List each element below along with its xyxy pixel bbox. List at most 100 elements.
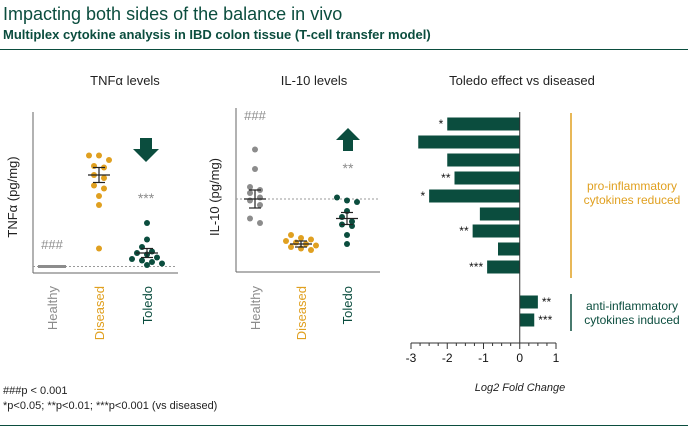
fold-change-bar [454,171,520,185]
pro-inflammatory-label-line2: cytokines reduced [584,193,681,207]
il10-point-diseased [308,236,314,243]
fold-change-bar [418,135,520,149]
tnf-point-diseased [96,245,102,252]
up-arrow-icon [336,128,360,151]
fold-change-significance: * [420,189,425,203]
down-arrow-icon [133,138,159,162]
fold-change-significance: ** [542,295,552,309]
page-title: Impacting both sides of the balance in v… [3,4,343,24]
il10-x-tick-labels: Healthy Diseased Toledo [248,286,355,341]
il10-point-toledo [344,232,350,238]
tnf-point-toledo [144,262,150,268]
tnf-point-diseased [106,157,112,163]
fold-change-significance: ** [441,171,451,185]
fold-change-bars-layer: ************** [418,117,553,327]
tnf-point-toledo [149,248,155,255]
tnf-x-label-diseased: Diseased [92,286,107,340]
tnf-y-axis-label: TNFα (pg/mg) [5,156,20,237]
il10-point-healthy [247,215,253,222]
tnf-point-diseased [96,202,102,208]
il10-point-healthy [257,202,263,208]
il10-point-toledo [334,194,340,201]
il10-point-toledo [354,199,360,205]
il10-point-toledo [344,241,350,247]
tnf-point-toledo [154,254,160,261]
fold-change-bar [479,207,520,221]
il10-point-diseased [298,235,304,241]
fold-change-significance: *** [469,260,483,274]
fold-change-bar [447,117,520,131]
il10-point-healthy [252,166,258,172]
il10-point-healthy [252,146,258,153]
footer-divider [0,425,688,426]
il10-point-healthy [257,220,263,226]
il10-point-diseased [288,244,294,250]
fold-change-tick-label: -3 [406,351,417,365]
tnf-point-toledo [149,259,155,265]
fold-change-bar [472,224,520,238]
il10-chart: IL-10 levels IL-10 (pg/mg) ### ** Health… [207,73,380,340]
anti-inflammatory-label-line1: anti-inflammatory [586,299,678,313]
il10-point-healthy [257,194,263,201]
tnf-point-toledo [129,256,135,262]
fold-change-ticks-layer: -3 -2 -1 0 1 [406,112,560,365]
tnf-points-layer [38,152,165,268]
page-subtitle: Multiplex cytokine analysis in IBD colon… [3,27,431,42]
fold-change-x-axis-label: Log2 Fold Change [475,382,566,394]
fold-change-significance: *** [538,313,552,327]
fold-change-chart-title: Toledo effect vs diseased [449,73,595,88]
anti-inflammatory-label-line2: cytokines induced [584,313,679,327]
footnote-stars: *p<0.05; **p<0.01; ***p<0.001 (vs diseas… [3,400,218,412]
tnf-point-toledo [144,236,150,243]
il10-point-healthy [247,190,253,196]
tnf-chart: TNFα levels TNFα (pg/mg) ### *** Healthy… [5,73,178,340]
il10-point-diseased [288,232,294,238]
footnote-hash: ###p < 0.001 [3,385,68,397]
tnf-x-label-healthy: Healthy [45,286,60,331]
il10-point-toledo [344,197,350,204]
tnf-point-toledo [159,260,165,267]
fold-change-tick-label: 1 [553,351,560,365]
tnf-point-diseased [91,182,97,189]
il10-x-label-toledo: Toledo [340,286,355,324]
fold-change-bar [519,295,538,309]
fold-change-bar [447,153,520,167]
fold-change-bar [498,242,520,256]
tnf-point-toledo [144,220,150,226]
il10-point-toledo [349,218,355,225]
il10-point-diseased [313,242,319,249]
il10-point-healthy [247,184,253,190]
il10-x-label-diseased: Diseased [294,286,309,340]
il10-y-axis-label: IL-10 (pg/mg) [207,158,222,236]
tnf-x-tick-labels: Healthy Diseased Toledo [45,286,155,341]
tnf-point-diseased [101,175,107,181]
header-divider [0,49,688,50]
tnf-significance-toledo: *** [138,190,155,206]
il10-x-label-healthy: Healthy [248,286,263,331]
fold-change-chart: Toledo effect vs diseased **************… [406,73,681,394]
tnf-point-toledo [139,257,145,264]
il10-point-diseased [308,247,314,253]
tnf-chart-title: TNFα levels [90,73,160,88]
fold-change-tick-label: 0 [516,351,523,365]
il10-significance-healthy: ### [244,108,266,123]
il10-point-toledo [339,214,345,220]
pro-inflammatory-label-line1: pro-inflammatory [587,179,677,193]
fold-change-tick-label: -1 [478,351,489,365]
fold-change-significance: ** [459,224,469,238]
tnf-point-diseased [96,152,102,159]
tnf-x-label-toledo: Toledo [140,286,155,324]
il10-significance-toledo: ** [343,160,354,176]
il10-points-layer [244,146,360,253]
fold-change-bar [487,260,520,274]
tnf-point-diseased [91,163,97,169]
tnf-point-diseased [101,185,107,192]
tnf-significance-healthy: ### [41,237,63,252]
fold-change-tick-label: -2 [442,351,453,365]
fold-change-bar [429,189,520,203]
fold-change-bar [519,313,535,327]
tnf-point-diseased [86,152,92,159]
tnf-point-diseased [96,193,102,199]
il10-chart-title: IL-10 levels [281,73,348,88]
